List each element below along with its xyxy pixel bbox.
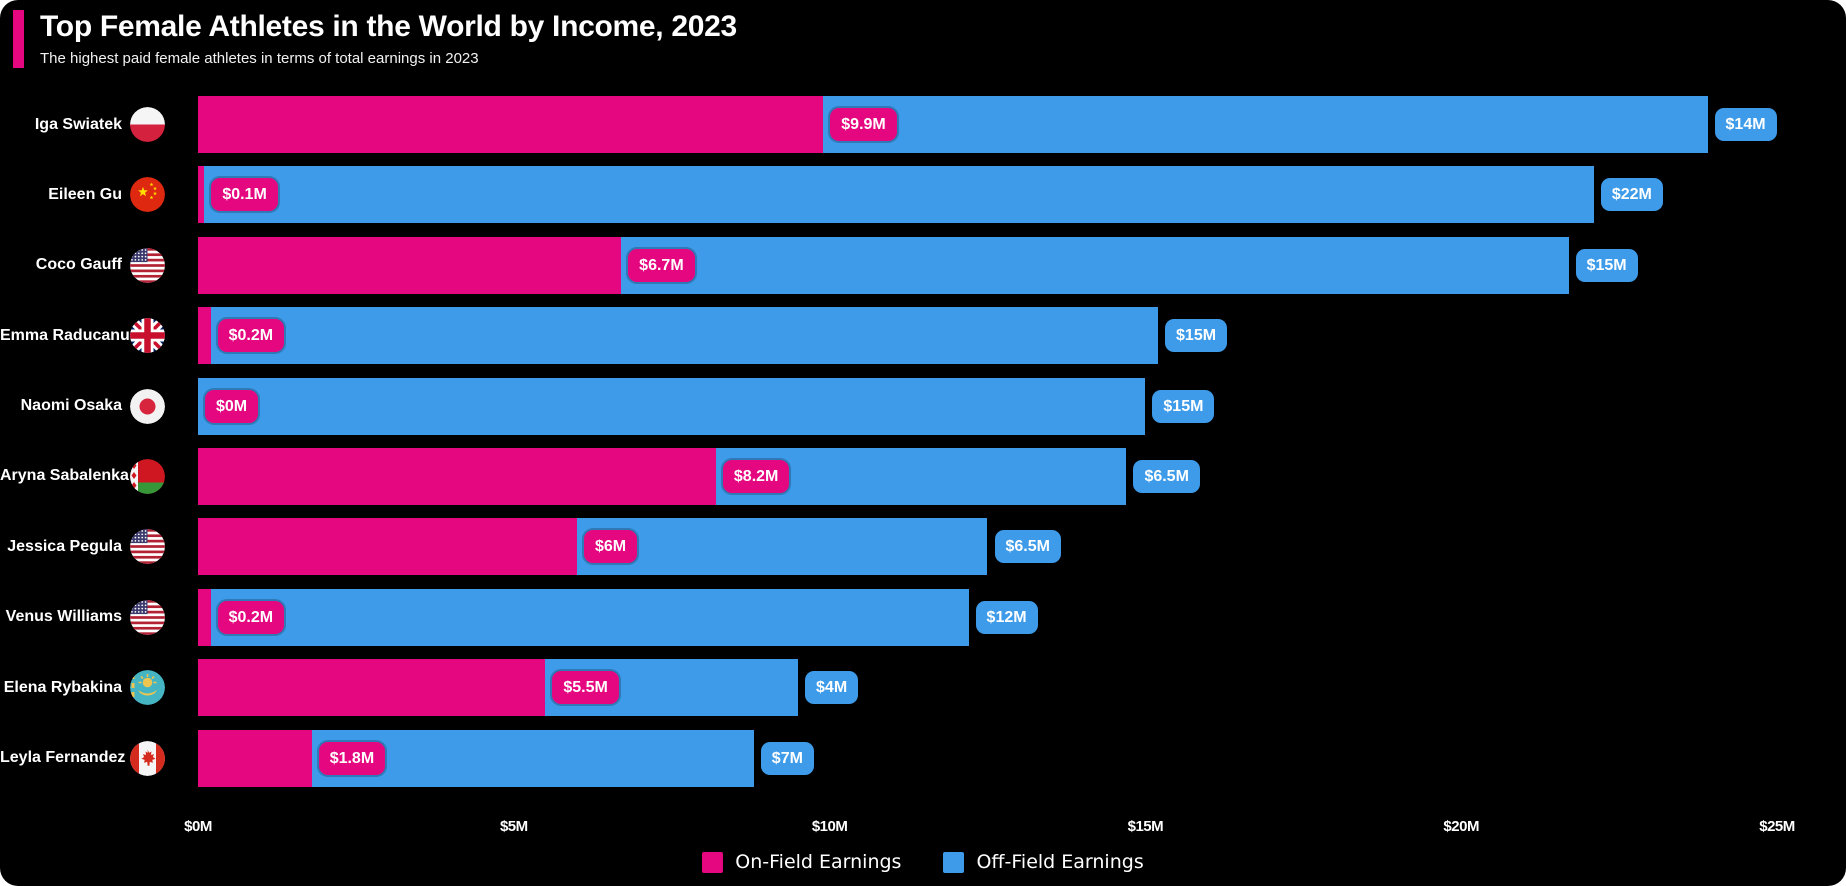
bar-track: $0.1M $22M bbox=[198, 166, 1846, 224]
flag-usa-icon bbox=[130, 529, 165, 565]
legend-swatch-icon bbox=[943, 851, 965, 873]
athlete-name: Eileen Gu bbox=[48, 185, 122, 203]
on-field-bar-segment bbox=[198, 166, 205, 224]
athlete-row: Iga Swiatek $9.9M $14M bbox=[0, 96, 1846, 153]
off-field-bar-segment bbox=[210, 588, 969, 646]
on-field-value-badge: $8.2M bbox=[722, 459, 790, 493]
off-field-value-badge: $12M bbox=[975, 600, 1038, 634]
athlete-row: Eileen Gu $0.1M $22M bbox=[0, 166, 1846, 224]
on-field-bar-segment bbox=[198, 518, 577, 576]
athlete-row: Jessica Pegula $6M $6.5M bbox=[0, 518, 1846, 576]
legend: On-Field Earnings Off-Field Earnings bbox=[0, 851, 1846, 873]
athlete-row: Elena Rybakina $5.5M $4M bbox=[0, 659, 1846, 717]
on-field-value-badge: $0M bbox=[205, 389, 259, 423]
off-field-value-badge: $15M bbox=[1165, 319, 1228, 353]
flag-kazakhstan-icon bbox=[130, 670, 165, 706]
athlete-name: Naomi Osaka bbox=[20, 397, 122, 415]
athlete-row: Aryna Sabalenka $8.2M $6.5M bbox=[0, 447, 1846, 505]
athlete-name: Aryna Sabalenka bbox=[0, 467, 129, 485]
off-field-value-badge: $15M bbox=[1575, 248, 1638, 282]
off-field-value-badge: $4M bbox=[805, 671, 859, 705]
off-field-bar-segment bbox=[621, 236, 1569, 294]
off-field-value-badge: $6.5M bbox=[994, 530, 1061, 564]
athlete-name: Leyla Fernandez bbox=[0, 749, 126, 767]
x-axis: $0M $5M $10M $15M $20M $25M bbox=[0, 818, 1846, 838]
x-axis-tick-label: $20M bbox=[1443, 818, 1479, 835]
off-field-bar-segment bbox=[210, 307, 1159, 365]
bar-track: $5.5M $4M bbox=[198, 659, 1846, 717]
bar-track: $0.2M $15M bbox=[198, 307, 1846, 365]
on-field-value-badge: $0.2M bbox=[217, 600, 285, 634]
chart-title: Top Female Athletes in the World by Inco… bbox=[40, 10, 737, 43]
on-field-value-badge: $9.9M bbox=[830, 108, 897, 141]
off-field-value-badge: $7M bbox=[760, 741, 814, 775]
on-field-bar-segment bbox=[198, 447, 716, 505]
flag-canada-icon bbox=[130, 740, 165, 776]
bar-track: $8.2M $6.5M bbox=[198, 447, 1846, 505]
on-field-bar-segment bbox=[198, 307, 211, 365]
athlete-row: Emma Raducanu $0.2M $15M bbox=[0, 307, 1846, 365]
athlete-row: Leyla Fernandez $1.8M $7M bbox=[0, 729, 1846, 787]
on-field-value-badge: $6M bbox=[583, 530, 638, 564]
flag-uk-icon bbox=[130, 318, 165, 354]
on-field-value-badge: $6.7M bbox=[628, 248, 695, 282]
athlete-name: Elena Rybakina bbox=[3, 678, 122, 696]
athlete-row: Venus Williams $0.2M $12M bbox=[0, 588, 1846, 646]
athlete-name: Coco Gauff bbox=[35, 256, 122, 274]
chart-subtitle: The highest paid female athletes in term… bbox=[40, 50, 479, 67]
bar-track: $9.9M $14M bbox=[198, 96, 1846, 153]
off-field-bar-segment bbox=[823, 96, 1708, 153]
bar-chart-area: Iga Swiatek $9.9M $14M Eileen Gu $0.1M $22M Co… bbox=[0, 96, 1846, 800]
legend-label: On-Field Earnings bbox=[735, 851, 902, 873]
off-field-value-badge: $14M bbox=[1714, 108, 1777, 141]
off-field-bar-segment bbox=[204, 166, 1594, 224]
legend-item: Off-Field Earnings bbox=[943, 851, 1144, 873]
title-block: Top Female Athletes in the World by Inco… bbox=[40, 10, 737, 68]
on-field-value-badge: $0.1M bbox=[211, 178, 278, 212]
athlete-row: Coco Gauff $6.7M $15M bbox=[0, 236, 1846, 294]
bar-track: $1.8M $7M bbox=[198, 729, 1846, 787]
bar-track: $6.7M $15M bbox=[198, 236, 1846, 294]
off-field-value-badge: $22M bbox=[1600, 178, 1663, 212]
legend-item: On-Field Earnings bbox=[702, 851, 901, 873]
athlete-name: Iga Swiatek bbox=[34, 115, 122, 133]
on-field-value-badge: $5.5M bbox=[552, 671, 619, 705]
athlete-name: Jessica Pegula bbox=[7, 537, 122, 555]
athlete-name: Emma Raducanu bbox=[0, 326, 130, 344]
x-axis-tick-label: $25M bbox=[1759, 818, 1795, 835]
off-field-value-badge: $6.5M bbox=[1133, 459, 1200, 493]
legend-swatch-icon bbox=[702, 851, 724, 873]
flag-poland-icon bbox=[130, 107, 165, 142]
on-field-value-badge: $0.2M bbox=[217, 319, 285, 353]
flag-japan-icon bbox=[130, 388, 165, 424]
flag-usa-icon bbox=[130, 599, 165, 635]
bar-track: $6M $6.5M bbox=[198, 518, 1846, 576]
off-field-bar-segment bbox=[198, 377, 1146, 435]
off-field-bar-segment bbox=[311, 729, 754, 787]
athlete-name: Venus Williams bbox=[5, 608, 122, 626]
bar-track: $0.2M $12M bbox=[198, 588, 1846, 646]
off-field-value-badge: $15M bbox=[1152, 389, 1215, 423]
x-axis-tick-label: $10M bbox=[811, 818, 848, 835]
athlete-row: Naomi Osaka $0M $15M bbox=[0, 377, 1846, 435]
on-field-bar-segment bbox=[198, 659, 546, 717]
on-field-bar-segment bbox=[198, 96, 824, 153]
on-field-bar-segment bbox=[198, 236, 622, 294]
legend-label: Off-Field Earnings bbox=[976, 851, 1144, 873]
on-field-bar-segment bbox=[198, 588, 211, 646]
x-axis-tick-label: $15M bbox=[1127, 818, 1164, 835]
on-field-bar-segment bbox=[198, 729, 312, 787]
header: Top Female Athletes in the World by Inco… bbox=[13, 10, 737, 68]
x-axis-tick-label: $5M bbox=[499, 818, 528, 835]
title-accent-bar bbox=[13, 10, 24, 68]
bar-track: $0M $15M bbox=[198, 377, 1846, 435]
on-field-value-badge: $1.8M bbox=[318, 741, 386, 775]
flag-usa-icon bbox=[130, 247, 165, 283]
flag-belarus-icon bbox=[130, 458, 165, 494]
off-field-bar-segment bbox=[576, 518, 988, 576]
flag-china-icon bbox=[130, 177, 165, 213]
x-axis-tick-label: $0M bbox=[184, 818, 212, 835]
